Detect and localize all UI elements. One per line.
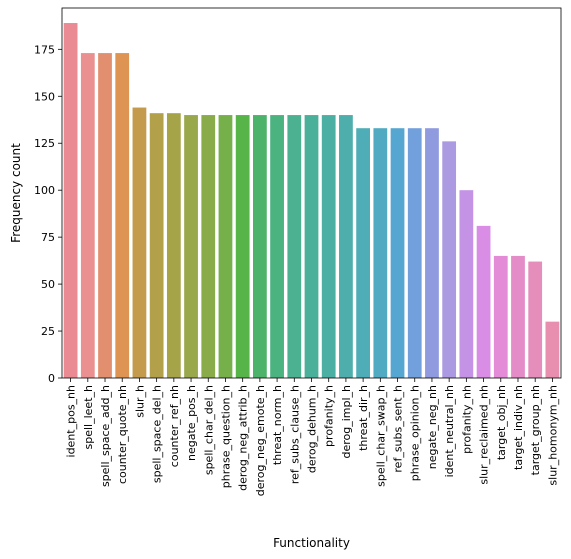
- x-tick-label: slur_h: [133, 385, 146, 418]
- y-tick-label: 125: [34, 137, 55, 150]
- x-tick-label: derog_impl_h: [340, 385, 353, 459]
- x-tick-label: derog_neg_attrib_h: [237, 385, 250, 491]
- bar-threat_dir_h: [356, 128, 371, 378]
- bar-target_obj_nh: [493, 255, 508, 378]
- x-tick-label: ident_pos_nh: [65, 385, 78, 458]
- x-tick-label: profanity_nh: [460, 385, 473, 454]
- y-tick-label: 25: [41, 325, 55, 338]
- y-tick-label: 50: [41, 278, 55, 291]
- x-tick-label: counter_ref_nh: [168, 385, 181, 467]
- bar-derog_impl_h: [339, 115, 353, 378]
- bar-ref_subs_sent_h: [390, 128, 405, 378]
- x-tick-label: spell_leet_h: [82, 385, 95, 449]
- plot-frame: [61, 7, 562, 379]
- bars: [63, 23, 560, 379]
- x-tick-label: target_obj_nh: [495, 385, 508, 460]
- bar-spell_char_del_h: [201, 115, 216, 378]
- y-axis-ticks: 0 25 50 75 100 125 150 175: [34, 43, 62, 385]
- x-tick-label: ref_subs_clause_h: [288, 385, 301, 484]
- x-tick-label: negate_pos_h: [185, 385, 198, 461]
- y-tick-label: 175: [34, 43, 55, 56]
- x-tick-label: slur_reclaimed_nh: [478, 385, 491, 485]
- x-tick-label: ref_subs_sent_h: [392, 385, 405, 473]
- bar-derog_dehum_h: [304, 115, 319, 378]
- bar-counter_quote_nh: [115, 53, 130, 378]
- x-axis-label: Functionality: [273, 536, 350, 550]
- bar-ident_neutral_nh: [442, 141, 457, 378]
- bar-counter_ref_nh: [166, 113, 181, 379]
- y-tick-label: 150: [34, 90, 55, 103]
- x-tick-label: threat_norm_h: [271, 385, 284, 465]
- x-tick-label: phrase_opinion_h: [409, 385, 422, 481]
- bar-derog_neg_attrib_h: [235, 115, 250, 378]
- bar-phrase_opinion_h: [407, 128, 422, 378]
- bar-spell_leet_h: [80, 53, 95, 378]
- y-tick-label: 100: [34, 184, 55, 197]
- x-tick-label: target_indiv_nh: [512, 385, 525, 470]
- x-tick-label: ident_neutral_nh: [443, 385, 456, 477]
- x-tick-label: negate_neg_nh: [426, 385, 439, 469]
- bar-negate_neg_nh: [425, 128, 439, 378]
- bar-profanity_h: [321, 115, 336, 378]
- bar-slur_h: [132, 107, 147, 378]
- bar-spell_char_swap_h: [373, 128, 388, 378]
- x-tick-label: derog_neg_emote_h: [254, 385, 267, 496]
- bar-target_indiv_nh: [511, 255, 525, 378]
- x-tick-label: derog_dehum_h: [306, 385, 319, 473]
- bar-ident_pos_nh: [63, 23, 78, 379]
- bar-threat_norm_h: [270, 115, 284, 378]
- x-tick-label: threat_dir_h: [357, 385, 370, 451]
- bar-profanity_nh: [459, 190, 474, 378]
- x-tick-label: spell_char_swap_h: [374, 385, 387, 487]
- x-tick-label: counter_quote_nh: [116, 385, 129, 484]
- y-axis-label: Frequency count: [9, 143, 23, 243]
- bar-phrase_question_h: [218, 115, 233, 378]
- x-tick-label: profanity_h: [323, 385, 336, 447]
- bar-spell_space_del_h: [149, 113, 164, 379]
- x-tick-label: spell_space_del_h: [151, 385, 164, 483]
- y-tick-label: 75: [41, 231, 55, 244]
- bar-ref_subs_clause_h: [287, 115, 302, 378]
- y-tick-label: 0: [48, 372, 55, 385]
- bar-slur_reclaimed_nh: [476, 225, 491, 378]
- bar-target_group_nh: [528, 261, 543, 378]
- bar-derog_neg_emote_h: [253, 115, 267, 378]
- x-axis-ticks: ident_pos_nh spell_leet_h spell_space_add_…: [65, 378, 559, 496]
- x-tick-label: slur_homonym_nh: [546, 385, 559, 486]
- x-tick-label: spell_char_del_h: [202, 385, 215, 475]
- plot-area: 0 25 50 75 100 125 150 175 ident_pos_nh spell_le…: [34, 7, 562, 496]
- bar-spell_space_add_h: [98, 53, 112, 378]
- x-tick-label: target_group_nh: [529, 385, 542, 475]
- bar-negate_pos_h: [184, 115, 198, 378]
- x-tick-label: phrase_question_h: [219, 385, 232, 488]
- x-tick-label: spell_space_add_h: [99, 385, 112, 487]
- bar-slur_homonym_nh: [545, 321, 560, 378]
